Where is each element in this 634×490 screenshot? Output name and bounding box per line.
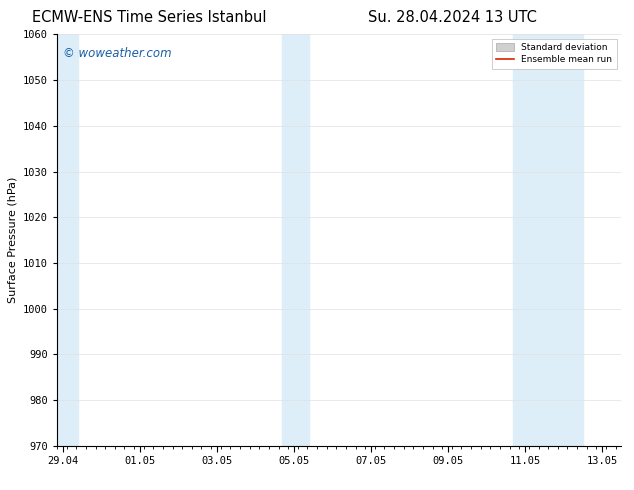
Bar xyxy=(514,34,583,446)
Text: Su. 28.04.2024 13 UTC: Su. 28.04.2024 13 UTC xyxy=(368,10,536,25)
Y-axis label: Surface Pressure (hPa): Surface Pressure (hPa) xyxy=(8,177,18,303)
Bar xyxy=(282,34,309,446)
Bar xyxy=(57,34,78,446)
Legend: Standard deviation, Ensemble mean run: Standard deviation, Ensemble mean run xyxy=(491,39,617,69)
Text: © woweather.com: © woweather.com xyxy=(63,47,171,60)
Text: ECMW-ENS Time Series Istanbul: ECMW-ENS Time Series Istanbul xyxy=(32,10,266,25)
